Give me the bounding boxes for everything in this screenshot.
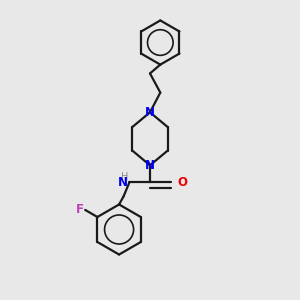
- Text: H: H: [121, 172, 128, 182]
- Text: N: N: [118, 176, 128, 189]
- Text: N: N: [145, 106, 155, 119]
- Text: N: N: [145, 159, 155, 172]
- Text: O: O: [177, 176, 187, 189]
- Text: F: F: [76, 203, 84, 216]
